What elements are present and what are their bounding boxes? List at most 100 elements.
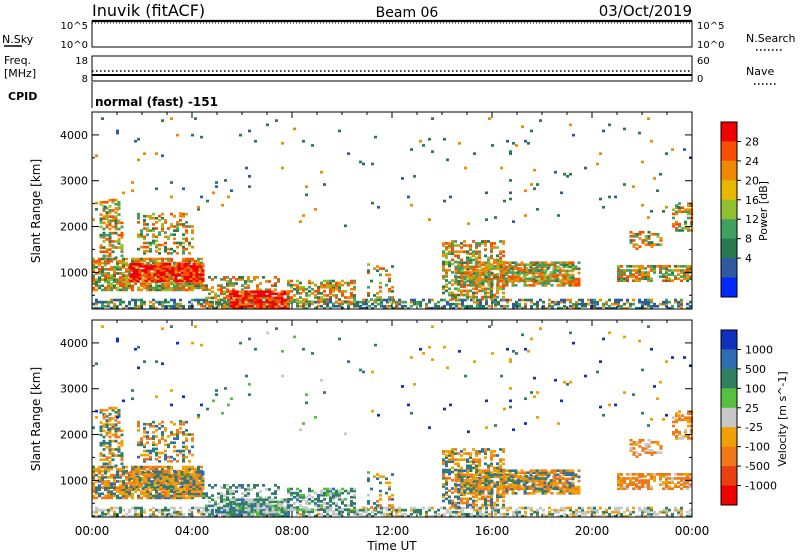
heatmap-cell <box>137 233 140 237</box>
heatmap-cell <box>530 129 533 133</box>
heatmap-cell <box>152 441 155 445</box>
heatmap-cell <box>189 279 193 283</box>
heatmap-cell <box>320 281 323 285</box>
heatmap-cell <box>277 488 280 491</box>
heatmap-cell <box>259 288 262 292</box>
heatmap-cell <box>323 510 326 514</box>
heatmap-cell <box>107 480 110 483</box>
heatmap-cell <box>536 304 539 308</box>
heatmap-cell <box>341 302 344 306</box>
heatmap-cell <box>560 506 563 510</box>
heatmap-cell <box>265 280 268 283</box>
heatmap-cell <box>350 279 353 283</box>
heatmap-cell <box>208 296 211 300</box>
heatmap-cell <box>493 265 497 269</box>
heatmap-cell <box>650 267 653 270</box>
heatmap-cell <box>144 269 148 272</box>
heatmap-cell <box>392 300 395 304</box>
heatmap-cell <box>686 267 689 270</box>
heatmap-cell <box>238 486 241 489</box>
heatmap-cell <box>167 490 170 494</box>
heatmap-cell <box>189 265 193 268</box>
heatmap-cell <box>482 514 485 518</box>
heatmap-cell <box>223 300 226 304</box>
heatmap-cell <box>114 448 118 451</box>
freq-panel: Freq. [MHz] 18 8 60 0 Nave <box>4 54 778 85</box>
heatmap-cell <box>235 292 239 296</box>
heatmap-cell <box>95 284 98 288</box>
heatmap-cell <box>119 480 122 483</box>
heatmap-cell <box>440 506 443 510</box>
heatmap-cell <box>647 277 650 281</box>
heatmap-cell <box>620 298 623 302</box>
heatmap-cell <box>520 263 524 267</box>
heatmap-cell <box>125 257 128 261</box>
heatmap-cell <box>170 467 173 471</box>
heatmap-cell <box>158 496 161 500</box>
heatmap-cell <box>180 475 184 478</box>
heatmap-cell <box>520 261 524 265</box>
heatmap-cell <box>134 300 137 304</box>
heatmap-cell <box>562 273 566 277</box>
heatmap-cell <box>111 406 115 410</box>
heatmap-cell <box>311 292 314 295</box>
heatmap-cell <box>189 483 193 486</box>
heatmap-cell <box>479 302 482 306</box>
heatmap-cell <box>198 481 202 484</box>
heatmap-cell <box>302 506 305 509</box>
heatmap-cell <box>566 506 569 510</box>
heatmap-cell <box>565 263 569 267</box>
heatmap-cell <box>329 292 332 295</box>
heatmap-cell <box>490 279 494 283</box>
heatmap-cell <box>110 465 113 469</box>
heatmap-cell <box>442 287 445 291</box>
heatmap-cell <box>262 296 265 300</box>
heatmap-cell <box>138 477 142 480</box>
heatmap-cell <box>472 279 475 282</box>
heatmap-cell <box>293 283 296 287</box>
heatmap-cell <box>182 237 185 241</box>
heatmap-cell <box>125 488 128 492</box>
heatmap-cell <box>587 298 590 302</box>
heatmap-cell <box>502 267 506 271</box>
heatmap-cell <box>259 306 263 310</box>
heatmap-cell <box>104 300 107 304</box>
heatmap-cell <box>563 508 566 512</box>
heatmap-cell <box>120 441 124 445</box>
heatmap-cell <box>350 300 353 304</box>
heatmap-cell <box>238 506 242 510</box>
heatmap-cell <box>107 272 110 275</box>
heatmap-cell <box>147 479 151 482</box>
heatmap-cell <box>104 288 107 292</box>
heatmap-cell <box>217 300 220 304</box>
heatmap-cell <box>164 514 167 518</box>
heatmap-cell <box>554 300 557 304</box>
heatmap-cell <box>180 273 184 276</box>
heatmap-cell <box>511 282 515 285</box>
heatmap-cell <box>469 271 472 274</box>
heatmap-cell <box>152 216 155 220</box>
heatmap-cell <box>110 496 113 500</box>
heatmap-cell <box>156 483 160 486</box>
heatmap-cell <box>466 250 469 254</box>
colorbar-swatch <box>721 238 737 259</box>
heatmap-cell <box>135 481 139 484</box>
heatmap-cell <box>152 447 155 451</box>
heatmap-cell <box>98 272 101 275</box>
heatmap-cell <box>564 273 568 276</box>
heatmap-cell <box>209 300 212 304</box>
heatmap-cell <box>392 306 395 310</box>
heatmap-cell <box>593 306 596 310</box>
heatmap-cell <box>296 290 299 293</box>
heatmap-cell <box>323 306 326 310</box>
heatmap-cell <box>156 265 160 268</box>
heatmap-cell <box>308 498 311 501</box>
heatmap-cell <box>460 293 463 297</box>
heatmap-cell <box>555 275 559 278</box>
heatmap-cell <box>560 514 563 518</box>
heatmap-cell <box>188 465 191 469</box>
heatmap-cell <box>302 300 305 303</box>
heatmap-cell <box>511 265 515 269</box>
heatmap-cell <box>389 304 392 308</box>
heatmap-cell <box>472 254 475 258</box>
